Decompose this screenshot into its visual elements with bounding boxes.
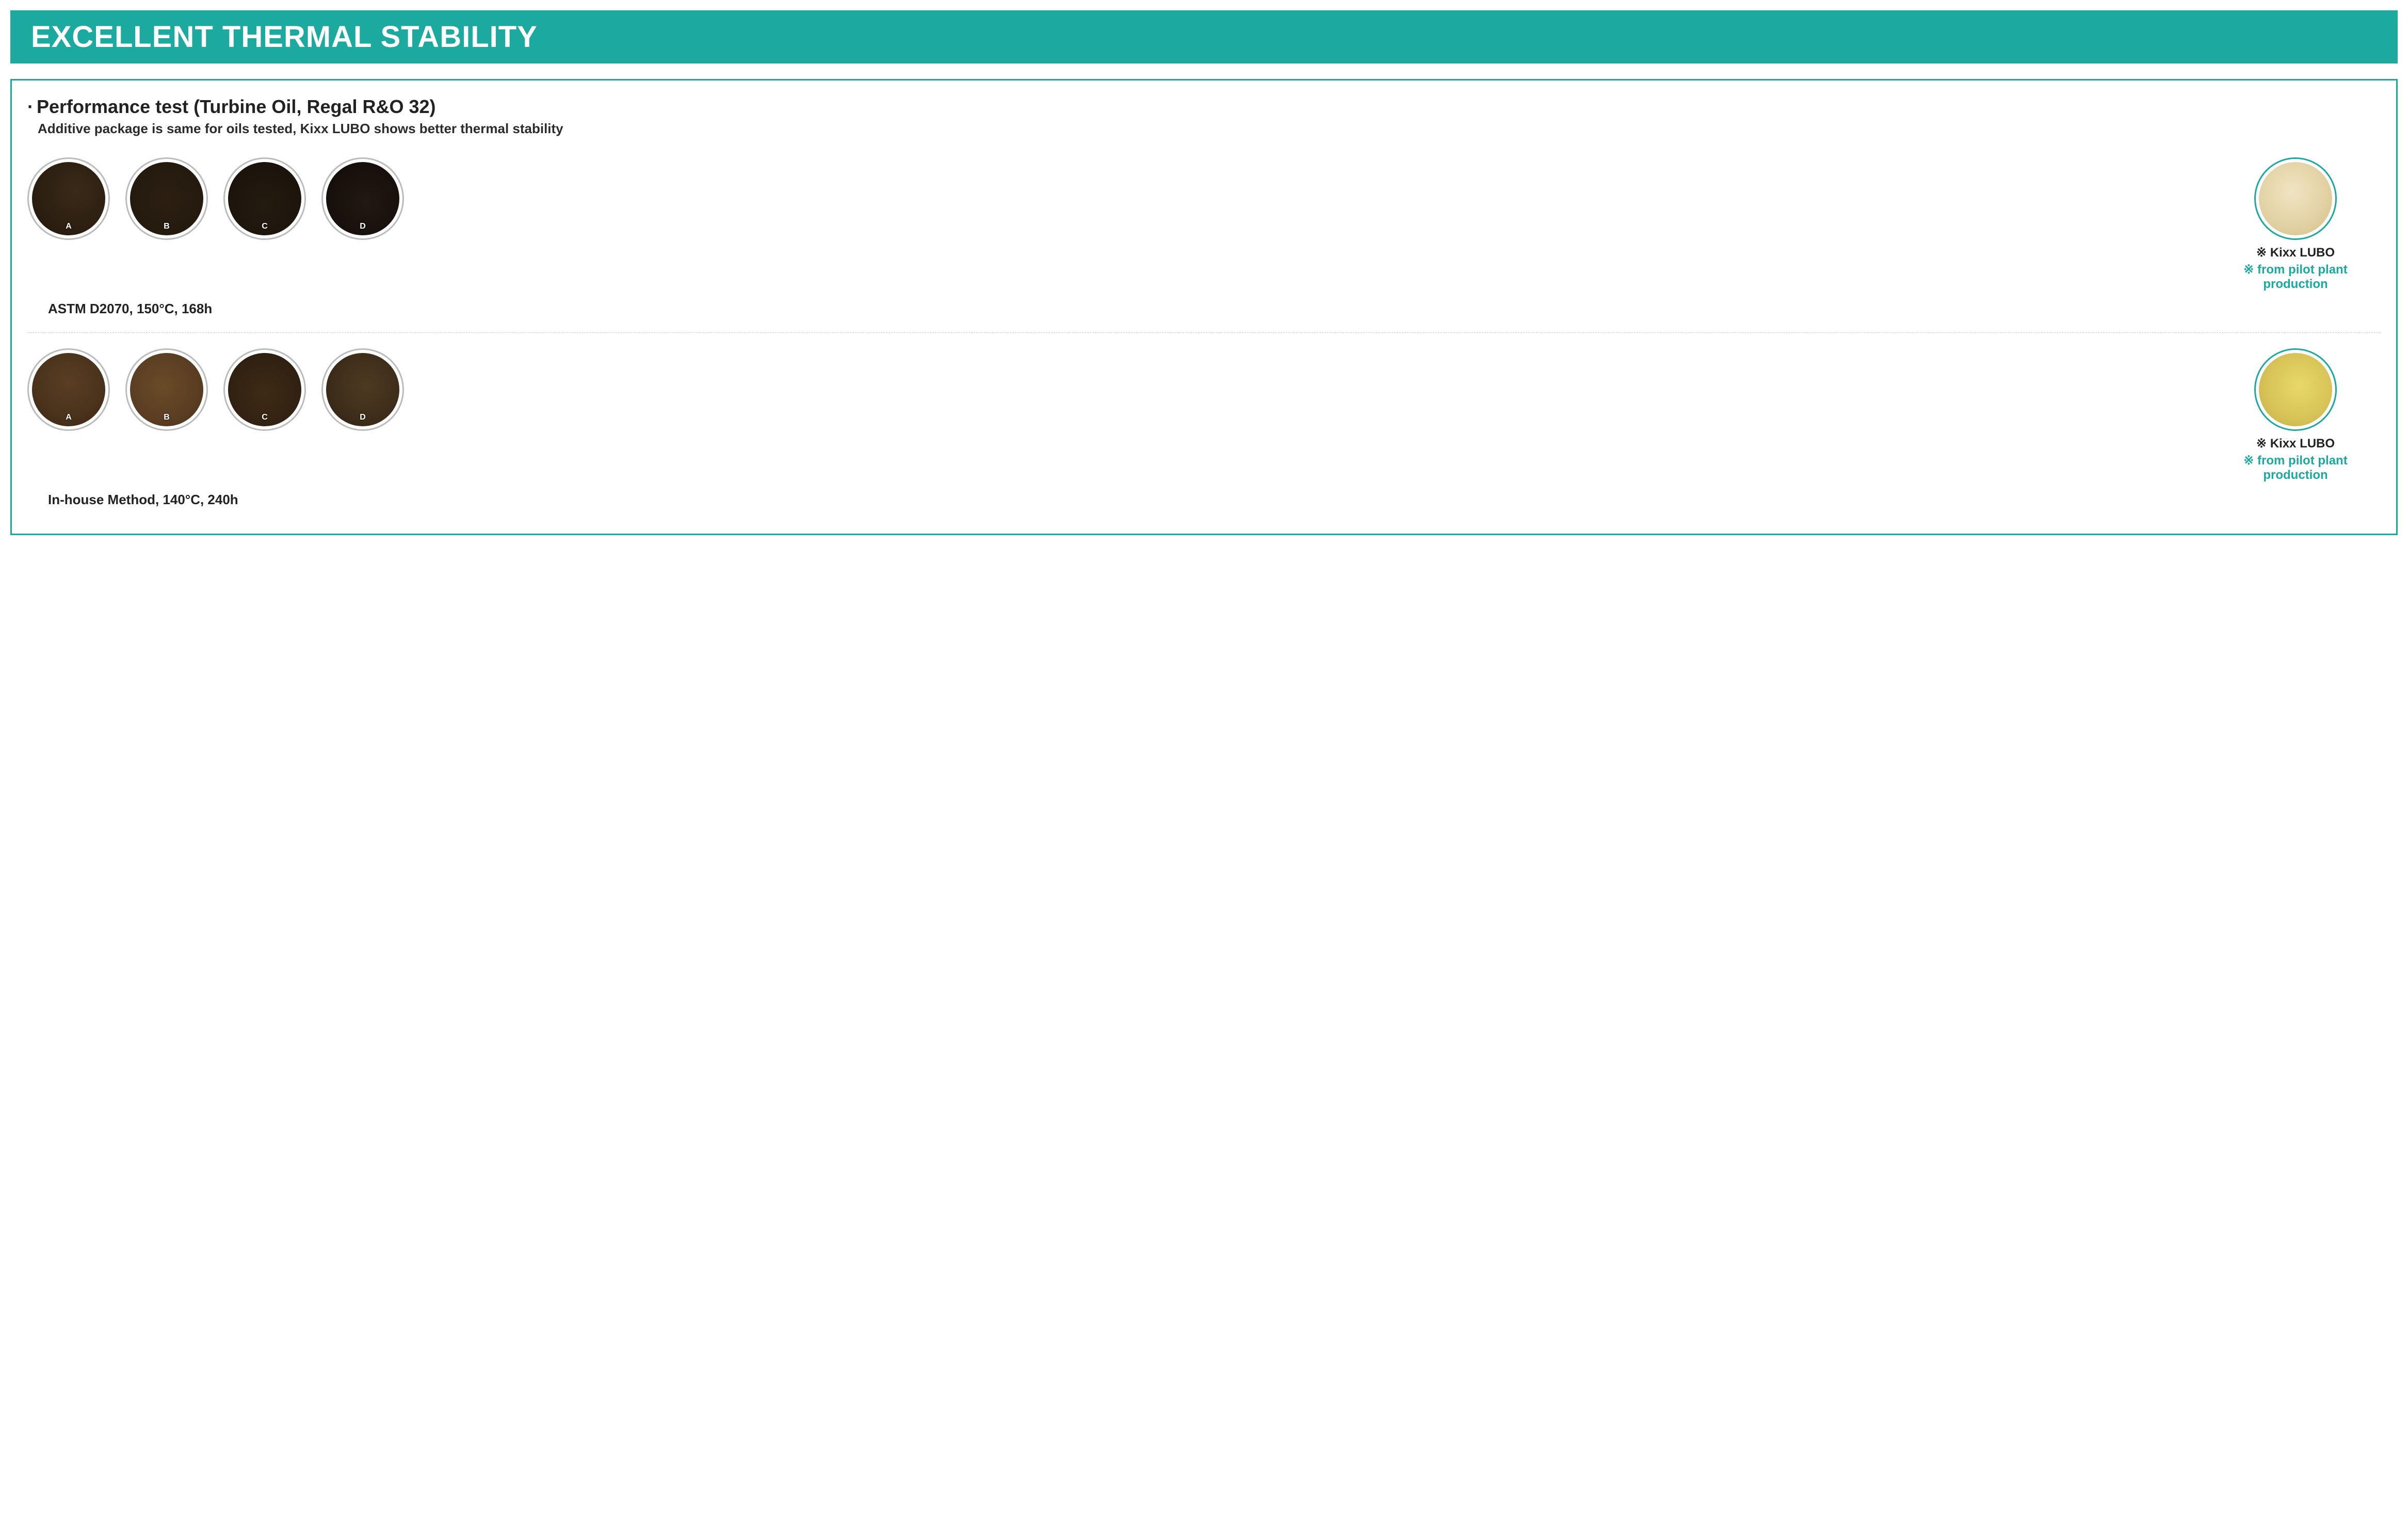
sample-label: D: [360, 413, 366, 422]
page-title-bar: EXCELLENT THERMAL STABILITY: [10, 10, 2398, 63]
highlight-note: ※ from pilot plant production: [2210, 453, 2381, 483]
sample-label: C: [262, 222, 268, 231]
sample-highlight: [2254, 348, 2337, 431]
sample-label: B: [164, 222, 170, 231]
subtitle: Performance test (Turbine Oil, Regal R&O…: [37, 96, 436, 118]
row-caption-1: ASTM D2070, 150°C, 168h: [48, 301, 2381, 317]
sample-label: C: [262, 413, 268, 422]
highlight-col-1: ※ Kixx LUBO ※ from pilot plant productio…: [2210, 157, 2381, 292]
sample-d: D: [321, 348, 404, 431]
highlight-col-2: ※ Kixx LUBO ※ from pilot plant productio…: [2210, 348, 2381, 483]
sample-b: B: [125, 348, 208, 431]
test-row-1: A B C D ※ Kixx LUBO ※ from pilot plant p…: [27, 157, 2381, 292]
sample-d: D: [321, 157, 404, 240]
sample-label: D: [360, 222, 366, 231]
sub-description: Additive package is same for oils tested…: [38, 121, 2381, 137]
sample-b: B: [125, 157, 208, 240]
highlight-note: ※ from pilot plant production: [2210, 262, 2381, 292]
sample-c: C: [223, 157, 306, 240]
sample-c: C: [223, 348, 306, 431]
sample-group-1: A B C D: [27, 157, 2195, 240]
highlight-title: ※ Kixx LUBO: [2210, 245, 2381, 260]
sample-label: B: [164, 413, 170, 422]
sample-highlight: [2254, 157, 2337, 240]
sample-a: A: [27, 348, 110, 431]
sample-group-2: A B C D: [27, 348, 2195, 431]
sample-a: A: [27, 157, 110, 240]
page-title: EXCELLENT THERMAL STABILITY: [31, 20, 538, 54]
test-row-2: A B C D ※ Kixx LUBO ※ from pilot plant p…: [27, 348, 2381, 483]
sample-swatch: [2259, 162, 2332, 235]
sample-swatch: [2259, 353, 2332, 426]
sample-label: A: [66, 413, 72, 422]
row-caption-2: In-house Method, 140°C, 240h: [48, 492, 2381, 508]
subtitle-row: · Performance test (Turbine Oil, Regal R…: [27, 96, 2381, 118]
bullet-icon: ·: [27, 96, 34, 118]
content-panel: · Performance test (Turbine Oil, Regal R…: [10, 79, 2398, 535]
highlight-title: ※ Kixx LUBO: [2210, 436, 2381, 451]
sample-label: A: [66, 222, 72, 231]
row-divider: [27, 332, 2381, 333]
